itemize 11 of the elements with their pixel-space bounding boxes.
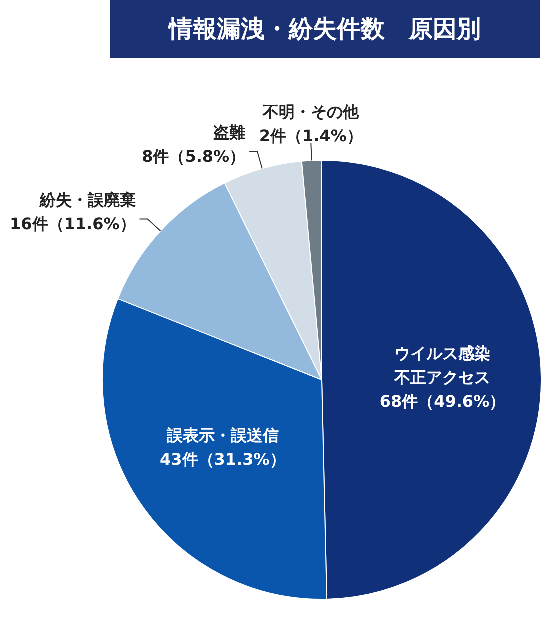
slice-label: ウイルス感染不正アクセス	[394, 344, 491, 387]
data-label: 2件（1.4%）	[259, 126, 363, 146]
slice-label: 盗難	[214, 123, 246, 142]
slice-label: 紛失・誤廃棄	[38, 190, 136, 210]
data-label: 8件（5.8%）	[142, 147, 246, 166]
slice-label: 誤表示・誤送信	[166, 426, 279, 446]
chart-title: 情報漏洩・紛失件数 原因別	[110, 0, 540, 58]
data-label: 16件（11.6%）	[10, 214, 136, 234]
data-label: 68件（49.6%）	[380, 392, 506, 411]
data-label: 43件（31.3%）	[160, 450, 286, 470]
slice-label: 不明・その他	[262, 102, 360, 122]
